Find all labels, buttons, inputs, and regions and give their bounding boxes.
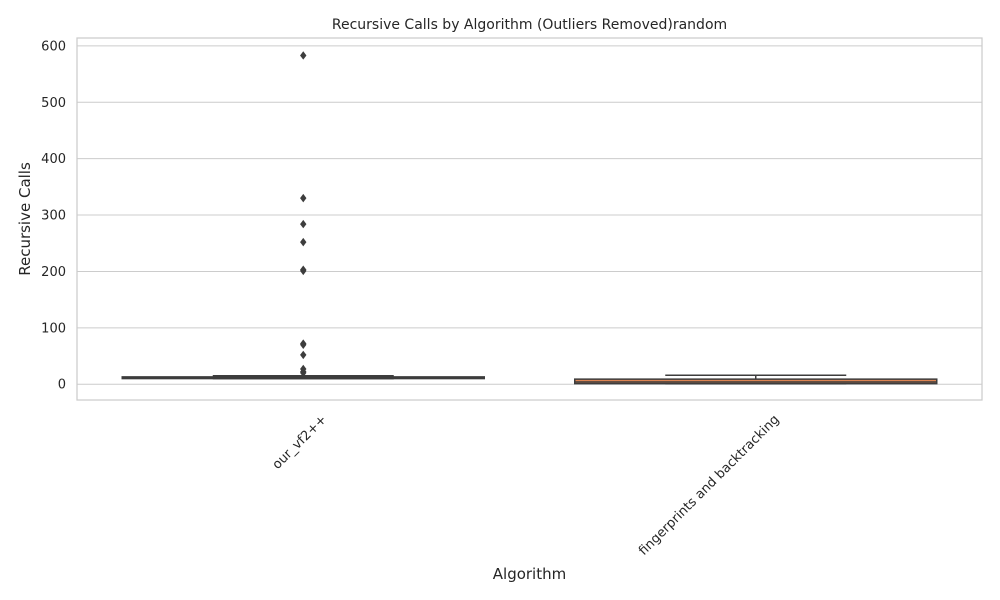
box-layer (121, 51, 938, 385)
box-group-0 (121, 51, 485, 380)
y-tick-label-100: 100 (41, 321, 66, 336)
x-tick-labels: our_vf2++ fingerprints and backtracking (270, 412, 783, 558)
y-tick-label-300: 300 (41, 209, 66, 224)
plot-frame (76, 37, 983, 401)
x-axis-label: Algorithm (493, 565, 566, 583)
x-tick-label-0: our_vf2++ (270, 412, 330, 472)
outlier-point-0-2 (300, 219, 307, 229)
outlier-point-0-0 (300, 51, 307, 60)
y-axis-label: Recursive Calls (16, 162, 34, 276)
y-tick-label-400: 400 (41, 152, 66, 167)
outlier-point-0-11 (300, 368, 307, 378)
outlier-point-0-5 (300, 266, 307, 276)
y-tick-label-0: 0 (58, 378, 66, 393)
x-tick-label-1: fingerprints and backtracking (636, 412, 782, 558)
y-tick-label-600: 600 (41, 39, 66, 54)
chart-title: Recursive Calls by Algorithm (Outliers R… (332, 17, 727, 33)
outlier-point-0-1 (300, 193, 307, 203)
y-tick-label-500: 500 (41, 96, 66, 111)
box-group-1 (574, 374, 938, 385)
y-tick-label-200: 200 (41, 265, 66, 280)
outlier-point-0-3 (300, 237, 307, 247)
outlier-point-0-8 (300, 350, 307, 360)
outlier-point-0-7 (300, 340, 307, 349)
y-tick-labels: 0 100 200 300 400 500 600 (41, 39, 66, 392)
grid-lines (77, 45, 982, 385)
